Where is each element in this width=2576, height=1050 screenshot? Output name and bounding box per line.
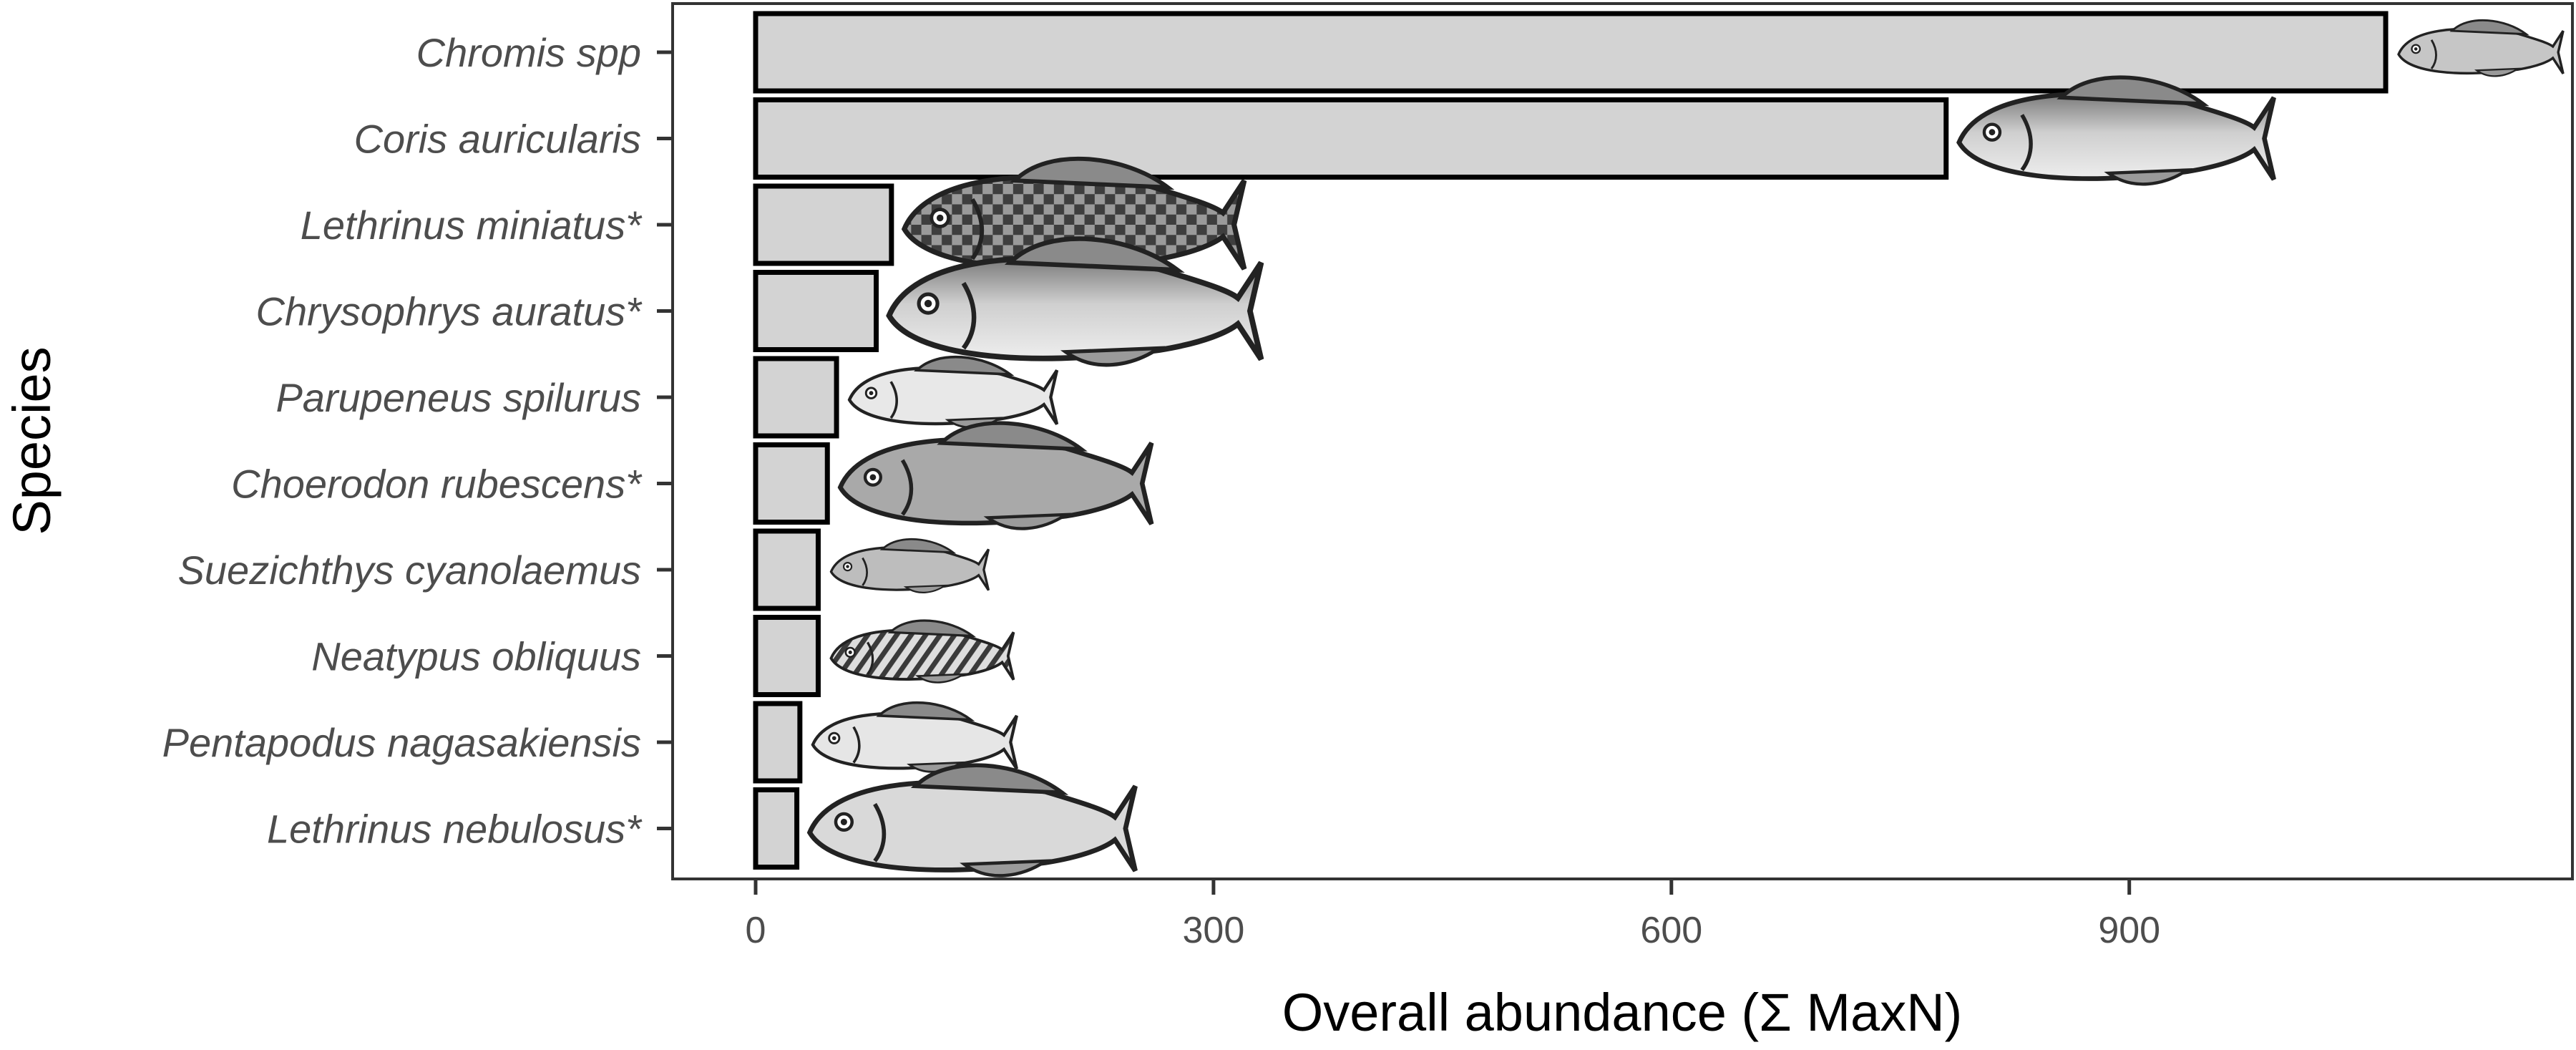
baldchin-groper-fish-icon bbox=[837, 421, 1154, 530]
bar bbox=[753, 787, 800, 870]
bar bbox=[753, 356, 839, 439]
y-tick-label: Lethrinus nebulosus* bbox=[267, 807, 643, 852]
bars-layer bbox=[753, 11, 2389, 870]
coris-wrasse-fish-icon bbox=[1956, 75, 2276, 186]
x-tick-label: 0 bbox=[746, 910, 766, 951]
small-wrasse-fish-icon bbox=[829, 538, 990, 593]
snapper-fish-icon bbox=[886, 236, 1264, 367]
x-tick-label: 900 bbox=[2098, 910, 2160, 951]
bar bbox=[753, 183, 894, 266]
chromis-fish-icon bbox=[2397, 19, 2565, 77]
y-tick-label: Suezichthys cyanolaemus bbox=[178, 548, 641, 593]
spangled-emperor-fish-icon bbox=[806, 763, 1138, 878]
y-tick-label: Choerodon rubescens* bbox=[231, 462, 643, 507]
y-tick-label: Pentapodus nagasakiensis bbox=[162, 720, 641, 765]
y-tick-label: Parupeneus spilurus bbox=[275, 375, 641, 420]
bar bbox=[753, 701, 803, 784]
x-tick-label: 300 bbox=[1183, 910, 1245, 951]
y-tick-label: Chromis spp bbox=[416, 30, 641, 75]
y-axis-title: Species bbox=[2, 346, 62, 535]
bar bbox=[753, 270, 879, 352]
bar bbox=[753, 97, 1949, 180]
bar bbox=[753, 615, 821, 697]
goatfish-icon bbox=[847, 355, 1059, 429]
striped-footballer-fish-icon bbox=[829, 619, 1015, 684]
bar bbox=[753, 442, 830, 525]
bar bbox=[753, 528, 821, 611]
x-axis: 0 300 600 900 bbox=[746, 879, 2160, 951]
x-tick-label: 600 bbox=[1640, 910, 1702, 951]
fish-icons-layer bbox=[806, 19, 2565, 878]
pentapodus-fish-icon bbox=[811, 701, 1018, 773]
y-tick-label: Lethrinus miniatus* bbox=[301, 203, 643, 248]
y-tick-label: Chrysophrys auratus* bbox=[256, 289, 643, 334]
y-tick-label: Neatypus obliquus bbox=[311, 634, 641, 679]
y-axis: Chromis spp Coris auricularis Lethrinus mi… bbox=[162, 30, 673, 852]
bar bbox=[753, 11, 2389, 94]
y-tick-label: Coris auricularis bbox=[354, 117, 641, 162]
x-axis-title: Overall abundance (Σ MaxN) bbox=[1282, 983, 1963, 1042]
